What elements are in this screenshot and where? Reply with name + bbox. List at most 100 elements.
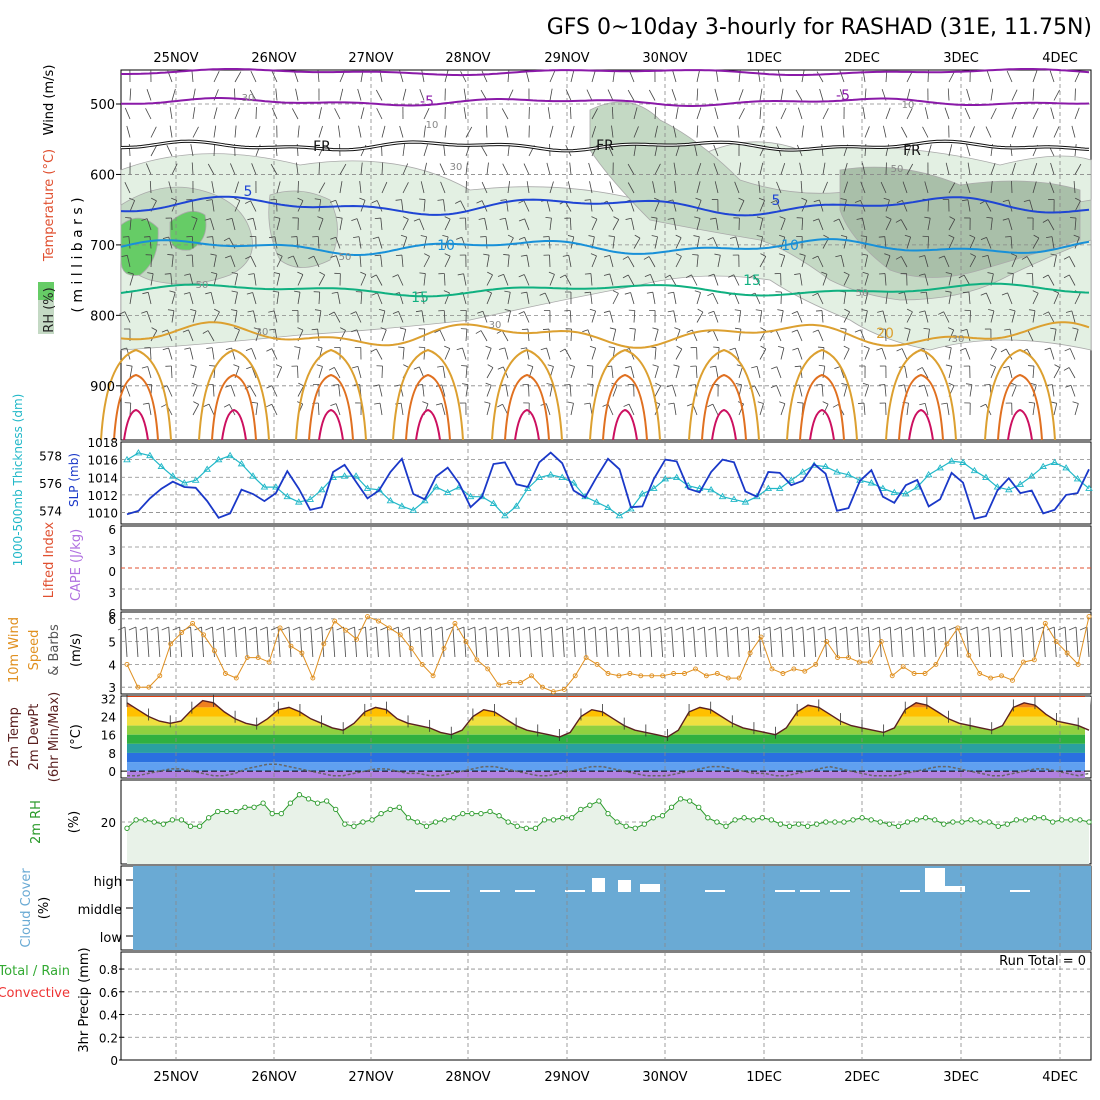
wind10-barb (310, 626, 314, 658)
rh2m-point (342, 821, 348, 827)
wind10-point (780, 671, 786, 676)
upper-wind-barb (780, 107, 787, 120)
upper-wind-barb (207, 330, 215, 342)
upper-wind-barb (255, 329, 260, 342)
wind10-barb (977, 626, 981, 658)
upper-wind-barb (252, 292, 257, 305)
cloud-high-bar (945, 886, 965, 892)
upper-wind-barb-flag (122, 236, 129, 238)
upper-wind-barb (883, 125, 887, 138)
upper-wind-barb (654, 218, 658, 231)
rh2m-point (950, 819, 956, 825)
upper-wind-barb (443, 273, 446, 286)
upper-wind-barb (1005, 348, 1013, 360)
wind10-axis-label-3: & Barbs (47, 624, 62, 676)
upper-wind-barb (654, 329, 659, 342)
upper-wind-barb-flag (1073, 234, 1080, 238)
thickness-point (569, 479, 578, 486)
thickness-point (352, 472, 360, 479)
wind10-point (714, 671, 720, 676)
upper-wind-barb (738, 108, 745, 120)
upper-wind-barb-flag (276, 253, 283, 257)
wind10-barb (878, 626, 882, 658)
wind10-point (922, 671, 928, 676)
contour-minus5-top (121, 68, 1090, 77)
upper-wind-barb (713, 144, 719, 157)
li-tick: 6 (108, 607, 116, 621)
contour-label: 20 (876, 326, 894, 342)
wind10-barb-flag (259, 626, 268, 631)
upper-wind-barb (339, 181, 343, 194)
pressure-tick: 900 (90, 380, 115, 395)
upper-wind-barb (358, 125, 362, 138)
upper-wind-barb (253, 273, 257, 286)
upper-wind-barb (381, 162, 384, 175)
upper-wind-barb (696, 311, 704, 323)
upper-wind-barb-flag (487, 271, 493, 276)
wind10-barb-flag (423, 626, 432, 631)
upper-wind-barb (381, 125, 386, 138)
upper-wind-barb-flag (878, 384, 885, 386)
contour-30 (415, 408, 441, 441)
upper-wind-barb (380, 218, 383, 231)
thickness-point (730, 495, 738, 502)
upper-wind-barb-flag (589, 308, 596, 312)
upper-wind-barb (355, 311, 362, 323)
upper-wind-barb-flag (142, 402, 149, 405)
upper-wind-barb-flag (234, 197, 240, 201)
upper-wind-barb (124, 311, 131, 323)
rh2m-point (596, 798, 602, 804)
upper-wind-barb (358, 236, 362, 249)
upper-wind-barb (817, 255, 824, 268)
upper-wind-barb (192, 218, 198, 231)
wind10-barb-flag (904, 626, 913, 631)
wind10-point (682, 671, 687, 676)
upper-wind-barb (984, 200, 992, 212)
upper-wind-barb (1010, 236, 1013, 249)
wind10-barb-flag (751, 626, 760, 631)
wind10-units: (m/s) (69, 633, 84, 667)
upper-wind-barb-flag (629, 327, 636, 330)
upper-wind-barb (192, 107, 196, 120)
upper-wind-barb-flag (778, 234, 785, 238)
upper-wind-barb (423, 162, 427, 175)
cloud-high-bar (1010, 890, 1030, 892)
upper-wind-barb-flag (840, 198, 847, 201)
upper-wind-barb (211, 347, 215, 360)
wind10-point (452, 620, 458, 626)
upper-wind-barb (672, 199, 677, 212)
upper-wind-barb (318, 310, 322, 323)
thickness-point (191, 476, 200, 483)
upper-wind-barb (906, 163, 914, 175)
wind10-point (627, 671, 633, 676)
upper-wind-barb (526, 255, 530, 268)
cape-axis-label: CAPE (J/kg) (69, 529, 84, 601)
wind10-barb-flag (926, 626, 935, 631)
upper-wind-barb (654, 107, 657, 120)
wind10-barb-flag (172, 626, 180, 631)
upper-wind-barb (547, 107, 551, 120)
upper-wind-barb (1011, 89, 1018, 101)
rh2m-point (832, 819, 838, 825)
upper-wind-barb-flag (1010, 382, 1017, 386)
upper-wind-barb (334, 108, 341, 120)
upper-wind-barb (421, 310, 425, 323)
upper-wind-barb (654, 125, 658, 138)
contour-freezing-inner (120, 140, 1090, 152)
upper-wind-barb-flag (794, 365, 801, 368)
upper-wind-barb (675, 366, 680, 379)
bottom-date-label: 29NOV (544, 1070, 589, 1085)
upper-wind-barb-flag (791, 329, 798, 333)
upper-wind-barb (400, 403, 404, 416)
wind10-barb (255, 626, 259, 658)
upper-wind-barb (275, 199, 278, 212)
li-tick: 0 (108, 565, 116, 579)
upper-wind-barb (922, 126, 929, 138)
rh2m-point (305, 796, 312, 802)
contour-label: 15 (411, 290, 429, 306)
upper-wind-barb-flag (710, 217, 717, 220)
upper-wind-barb-flag (584, 199, 591, 201)
cloud-high-bar (830, 890, 850, 892)
wind10-point (693, 666, 698, 672)
upper-wind-barb (821, 384, 824, 397)
